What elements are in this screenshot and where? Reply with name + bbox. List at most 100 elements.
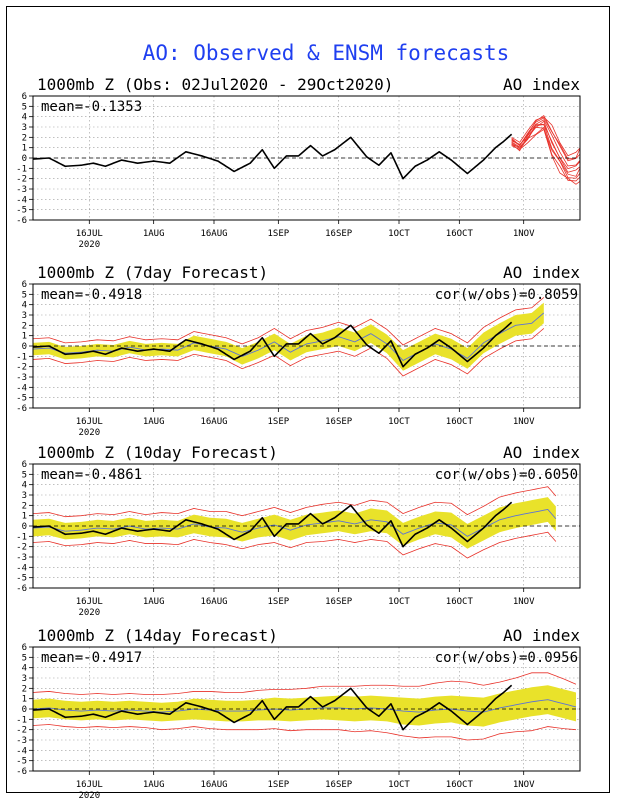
- x-tick-label: 16OCT: [446, 597, 474, 607]
- panel-2: 1000mb Z (7day Forecast) AO index6543210-…: [16, 263, 581, 438]
- x-tick-label: 1NOV: [513, 417, 535, 427]
- x-tick-label: 16SEP: [325, 229, 353, 239]
- x-tick-label: 1NOV: [513, 229, 535, 239]
- y-tick-label: -5: [16, 757, 27, 767]
- x-tick-label: 16SEP: [325, 597, 353, 607]
- x-tick-sublabel: 2020: [78, 428, 100, 438]
- panel-1: 1000mb Z (Obs: 02Jul2020 - 29Oct2020) AO …: [16, 75, 581, 250]
- y-tick-label: -6: [16, 404, 27, 414]
- y-tick-label: 1: [22, 144, 27, 154]
- y-tick-label: -1: [16, 532, 27, 542]
- y-tick-label: -6: [16, 767, 27, 777]
- y-tick-label: 0: [22, 522, 27, 532]
- y-tick-label: 4: [22, 301, 27, 311]
- x-tick-label: 16SEP: [325, 417, 353, 427]
- panel-4: 1000mb Z (14day Forecast) AO index 6543210…: [16, 626, 581, 800]
- correlation-label: cor(w/obs)=0.8059: [435, 287, 578, 303]
- x-tick-label: 1SEP: [268, 417, 290, 427]
- x-tick-label: 1NOV: [513, 780, 535, 790]
- panel-title: 1000mb Z (10day Forecast): [37, 443, 278, 462]
- y-tick-label: 1: [22, 512, 27, 522]
- x-tick-label: 1AUG: [143, 229, 165, 239]
- observed-line: [32, 133, 513, 180]
- ens-min-line: [32, 724, 577, 741]
- y-tick-label: -2: [16, 543, 27, 553]
- y-tick-label: 5: [22, 653, 27, 663]
- y-tick-label: -6: [16, 584, 27, 594]
- ens-max-line: [32, 297, 545, 346]
- x-tick-label: 1SEP: [268, 780, 290, 790]
- y-tick-label: -5: [16, 574, 27, 584]
- panel-title: 1000mb Z (7day Forecast): [37, 263, 268, 282]
- y-tick-label: 2: [22, 501, 27, 511]
- x-tick-label: 1AUG: [143, 597, 165, 607]
- x-tick-label: 1SEP: [268, 229, 290, 239]
- figure-title: AO: Observed & ENSM forecasts: [143, 41, 510, 65]
- y-tick-label: 1: [22, 332, 27, 342]
- correlation-label: cor(w/obs)=0.6050: [435, 467, 578, 483]
- x-tick-label: 16SEP: [325, 780, 353, 790]
- x-tick-label: 1OCT: [388, 780, 410, 790]
- x-tick-sublabel: 2020: [78, 791, 100, 800]
- y-tick-label: 3: [22, 491, 27, 501]
- x-tick-label: 16JUL: [76, 597, 103, 607]
- y-tick-label: 6: [22, 280, 27, 290]
- x-tick-label: 16AUG: [200, 229, 227, 239]
- x-tick-label: 16JUL: [76, 229, 103, 239]
- ens-member-line: [511, 116, 581, 157]
- y-tick-label: 0: [22, 342, 27, 352]
- x-tick-label: 16OCT: [446, 417, 474, 427]
- ens-max-line: [32, 672, 577, 695]
- y-tick-label: -2: [16, 726, 27, 736]
- y-tick-label: -3: [16, 185, 27, 195]
- y-tick-label: 3: [22, 123, 27, 133]
- y-tick-label: 6: [22, 92, 27, 102]
- y-tick-label: 1: [22, 695, 27, 705]
- y-tick-label: 2: [22, 684, 27, 694]
- y-tick-label: 5: [22, 470, 27, 480]
- ens-member-line: [511, 126, 581, 182]
- ens-min-line: [32, 328, 545, 377]
- x-tick-label: 1OCT: [388, 417, 410, 427]
- y-tick-label: -6: [16, 216, 27, 226]
- y-tick-label: 4: [22, 481, 27, 491]
- y-tick-label: 0: [22, 154, 27, 164]
- panel-3: 1000mb Z (10day Forecast) AO index 6543210…: [16, 443, 581, 618]
- y-tick-label: 6: [22, 643, 27, 653]
- x-tick-label: 16OCT: [446, 229, 474, 239]
- ens-member-line: [511, 115, 581, 162]
- y-tick-label: 2: [22, 321, 27, 331]
- x-tick-sublabel: 2020: [78, 608, 100, 618]
- observed-line: [32, 321, 513, 368]
- y-tick-label: -4: [16, 563, 27, 573]
- observed-line: [32, 684, 513, 731]
- y-tick-label: 2: [22, 133, 27, 143]
- observed-line: [32, 501, 513, 548]
- y-tick-label: 6: [22, 460, 27, 470]
- panel-right-title: AO index: [503, 263, 580, 282]
- ens-mean-line: [32, 699, 577, 713]
- spread-band: [33, 685, 576, 727]
- x-tick-label: 1AUG: [143, 417, 165, 427]
- spread-band: [33, 497, 556, 549]
- y-tick-label: -4: [16, 195, 27, 205]
- x-tick-label: 1NOV: [513, 597, 535, 607]
- y-tick-label: -5: [16, 394, 27, 404]
- x-tick-label: 1AUG: [143, 780, 165, 790]
- y-tick-label: 0: [22, 705, 27, 715]
- y-tick-label: 4: [22, 664, 27, 674]
- ens-member-line: [511, 117, 581, 160]
- y-tick-label: 3: [22, 311, 27, 321]
- ens-max-line: [32, 486, 557, 518]
- x-tick-label: 1OCT: [388, 597, 410, 607]
- x-tick-sublabel: 2020: [78, 240, 100, 250]
- ens-member-line: [511, 120, 581, 170]
- ens-member-line: [511, 128, 581, 185]
- y-tick-label: -3: [16, 373, 27, 383]
- y-tick-label: 5: [22, 102, 27, 112]
- mean-label: mean=-0.1353: [41, 99, 142, 115]
- y-tick-label: -4: [16, 383, 27, 393]
- y-tick-label: -1: [16, 715, 27, 725]
- panel-right-title: AO index: [503, 75, 580, 94]
- mean-label: mean=-0.4918: [41, 287, 142, 303]
